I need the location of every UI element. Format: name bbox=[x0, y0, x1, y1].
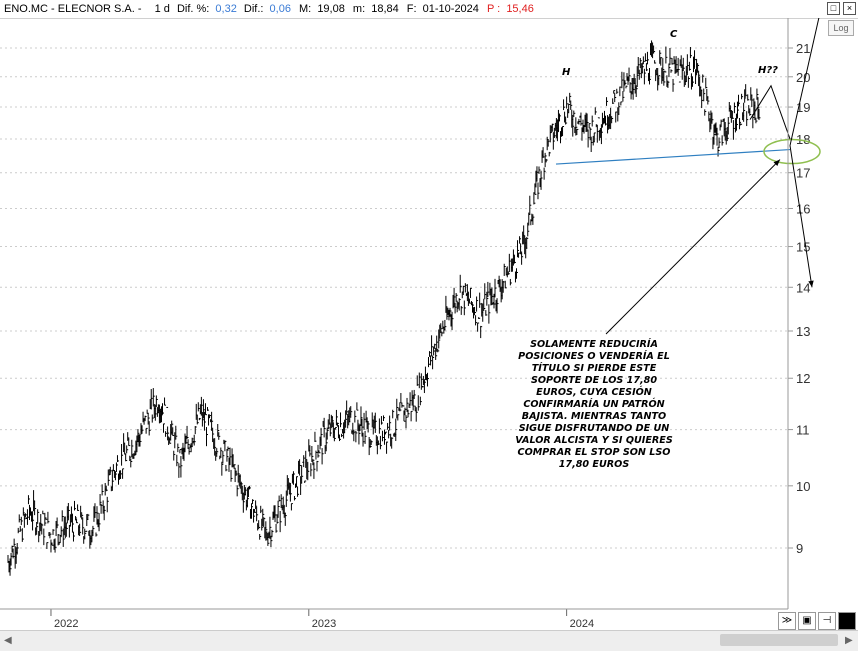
x-tick-label-2024: 2024 bbox=[570, 618, 594, 630]
scroll-right-icon[interactable]: ▶ bbox=[845, 635, 853, 646]
price-bars bbox=[7, 40, 761, 576]
x-tick-label-2023: 2023 bbox=[312, 618, 336, 630]
downside-arrow-head bbox=[808, 280, 814, 288]
date-value: 01-10-2024 bbox=[422, 3, 479, 15]
x-tick-label-2022: 2022 bbox=[54, 618, 78, 630]
window-controls: □ × bbox=[827, 2, 856, 15]
pin-icon[interactable]: ⊣ bbox=[818, 612, 836, 630]
min-label: m: bbox=[352, 3, 366, 15]
ticker-label: ENO.MC - ELECNOR S.A. - bbox=[4, 3, 142, 15]
date-label: F: bbox=[406, 3, 417, 15]
min-value: 18,84 bbox=[371, 3, 399, 15]
save-icon[interactable]: ▣ bbox=[798, 612, 816, 630]
log-scale-button[interactable]: Log bbox=[828, 20, 854, 36]
support-ellipse bbox=[763, 138, 821, 165]
downside-arrow bbox=[789, 145, 813, 288]
y-tick-label-20: 20 bbox=[796, 70, 810, 85]
dif-pct-value: 0,32 bbox=[215, 3, 237, 15]
pattern-overlays bbox=[555, 18, 821, 335]
y-tick-label-15: 15 bbox=[796, 240, 810, 255]
chevron-down-icon[interactable]: ≫ bbox=[778, 612, 796, 630]
neckline-support-line bbox=[555, 148, 791, 165]
label-h-left: H bbox=[562, 67, 571, 78]
label-c-head: C bbox=[670, 29, 678, 40]
dif-label: Dif.: bbox=[243, 3, 264, 15]
grid-lines bbox=[0, 47, 788, 549]
interval-label: 1 d bbox=[154, 3, 170, 15]
horizontal-scrollbar[interactable]: ◀ ▶ bbox=[0, 630, 858, 651]
y-tick-label-10: 10 bbox=[796, 479, 810, 494]
color-swatch-icon[interactable] bbox=[838, 612, 856, 630]
restore-icon[interactable]: □ bbox=[827, 2, 840, 15]
y-tick-label-9: 9 bbox=[796, 541, 803, 556]
y-tick-label-14: 14 bbox=[796, 280, 810, 295]
label-h-right: H?? bbox=[758, 65, 778, 76]
analysis-annotation: SOLAMENTE REDUCIRÍA POSICIONES O VENDERÍ… bbox=[515, 339, 673, 470]
right-shoulder-projection bbox=[749, 84, 791, 140]
max-value: 19,08 bbox=[317, 3, 345, 15]
annotation-pointer-arrow bbox=[605, 159, 781, 335]
annotation-pointer-arrow-head bbox=[773, 159, 780, 167]
close-icon[interactable]: × bbox=[843, 2, 856, 15]
price-value: 15,46 bbox=[506, 3, 534, 15]
y-tick-label-12: 12 bbox=[796, 371, 810, 386]
chart-toolbar: ≫ ▣ ⊣ bbox=[778, 612, 856, 630]
scroll-thumb[interactable] bbox=[720, 634, 838, 646]
scroll-left-icon[interactable]: ◀ bbox=[4, 635, 12, 646]
upside-arrow bbox=[789, 18, 820, 146]
dif-pct-label: Dif. %: bbox=[176, 3, 210, 15]
price-label: P : bbox=[486, 3, 501, 15]
dif-value: 0,06 bbox=[269, 3, 291, 15]
y-tick-label-17: 17 bbox=[796, 166, 810, 181]
y-tick-label-13: 13 bbox=[796, 324, 810, 339]
y-tick-label-11: 11 bbox=[796, 423, 810, 438]
y-tick-label-18: 18 bbox=[796, 132, 810, 147]
y-tick-label-16: 16 bbox=[796, 201, 810, 216]
y-tick-label-21: 21 bbox=[796, 41, 810, 56]
chart-header: ENO.MC - ELECNOR S.A. - 1 d Dif. %: 0,32… bbox=[0, 0, 858, 19]
max-label: M: bbox=[299, 3, 312, 15]
